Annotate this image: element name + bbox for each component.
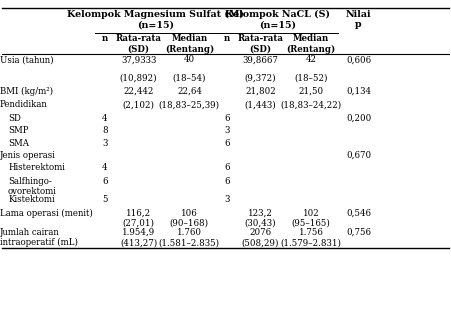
Text: n: n (224, 34, 230, 43)
Text: Kelompok NaCL (S)
(n=15): Kelompok NaCL (S) (n=15) (225, 10, 330, 29)
Text: Nilai
p: Nilai p (346, 10, 371, 29)
Text: SMA: SMA (8, 139, 29, 148)
Text: 0,670: 0,670 (346, 151, 371, 160)
Text: 1.760
(1.581–2.835): 1.760 (1.581–2.835) (159, 228, 220, 247)
Text: 0,546: 0,546 (346, 209, 371, 218)
Text: Kistektomi: Kistektomi (8, 195, 55, 204)
Text: 123,2
(30,43): 123,2 (30,43) (244, 209, 276, 228)
Text: 4: 4 (102, 114, 108, 123)
Text: 0,756: 0,756 (346, 228, 371, 237)
Text: Salfhingo-
ovorektomi: Salfhingo- ovorektomi (8, 177, 57, 197)
Text: 21,50: 21,50 (299, 87, 324, 96)
Text: n: n (102, 34, 108, 43)
Text: 3: 3 (224, 126, 229, 135)
Text: SMP: SMP (8, 126, 28, 135)
Text: 22,442: 22,442 (124, 87, 154, 96)
Text: 5: 5 (102, 195, 108, 204)
Text: (10,892): (10,892) (120, 73, 157, 82)
Text: Jenis operasi: Jenis operasi (0, 151, 56, 160)
Text: Rata-rata
(SD): Rata-rata (SD) (116, 34, 161, 54)
Text: 42: 42 (306, 55, 317, 64)
Text: 3: 3 (102, 139, 107, 148)
Text: 6: 6 (224, 114, 230, 123)
Text: Jumlah cairan
intraoperatif (mL): Jumlah cairan intraoperatif (mL) (0, 228, 78, 247)
Text: (1,443): (1,443) (244, 100, 276, 109)
Text: 22,64: 22,64 (177, 87, 202, 96)
Text: 6: 6 (102, 177, 108, 186)
Text: Pendidikan: Pendidikan (0, 100, 48, 109)
Text: Histerektomi: Histerektomi (8, 163, 65, 172)
Text: Usia (tahun): Usia (tahun) (0, 55, 54, 64)
Text: 6: 6 (224, 163, 230, 172)
Text: 102
(95–165): 102 (95–165) (292, 209, 331, 228)
Text: 6: 6 (224, 139, 230, 148)
Text: (18–54): (18–54) (173, 73, 206, 82)
Text: (18,83–24,22): (18,83–24,22) (281, 100, 342, 109)
Text: Lama operasi (menit): Lama operasi (menit) (0, 209, 93, 218)
Text: Median
(Rentang): Median (Rentang) (165, 34, 214, 54)
Text: 40: 40 (184, 55, 195, 64)
Text: (2,102): (2,102) (123, 100, 155, 109)
Text: 1.954,9
(413,27): 1.954,9 (413,27) (120, 228, 157, 247)
Text: Median
(Rentang): Median (Rentang) (286, 34, 336, 54)
Text: 1.756
(1.579–2.831): 1.756 (1.579–2.831) (281, 228, 342, 247)
Text: Rata-rata
(SD): Rata-rata (SD) (238, 34, 283, 54)
Text: 4: 4 (102, 163, 108, 172)
Text: 0,606: 0,606 (346, 55, 371, 64)
Text: 116,2
(27,01): 116,2 (27,01) (123, 209, 155, 228)
Text: 2076
(508,29): 2076 (508,29) (242, 228, 279, 247)
Text: 3: 3 (224, 195, 229, 204)
Text: (18–52): (18–52) (295, 73, 328, 82)
Text: 6: 6 (224, 177, 230, 186)
Text: 37,9333: 37,9333 (121, 55, 156, 64)
Text: (9,372): (9,372) (244, 73, 276, 82)
Text: 0,200: 0,200 (346, 114, 371, 123)
Text: 8: 8 (102, 126, 108, 135)
Text: 39,8667: 39,8667 (243, 55, 278, 64)
Text: 0,134: 0,134 (346, 87, 371, 96)
Text: 21,802: 21,802 (245, 87, 276, 96)
Text: (18,83–25,39): (18,83–25,39) (159, 100, 220, 109)
Text: SD: SD (8, 114, 21, 123)
Text: Kelompok Magnesium Sulfat (M)
(n=15): Kelompok Magnesium Sulfat (M) (n=15) (67, 10, 244, 29)
Text: BMI (kg/m²): BMI (kg/m²) (0, 87, 53, 96)
Text: 106
(90–168): 106 (90–168) (170, 209, 209, 228)
